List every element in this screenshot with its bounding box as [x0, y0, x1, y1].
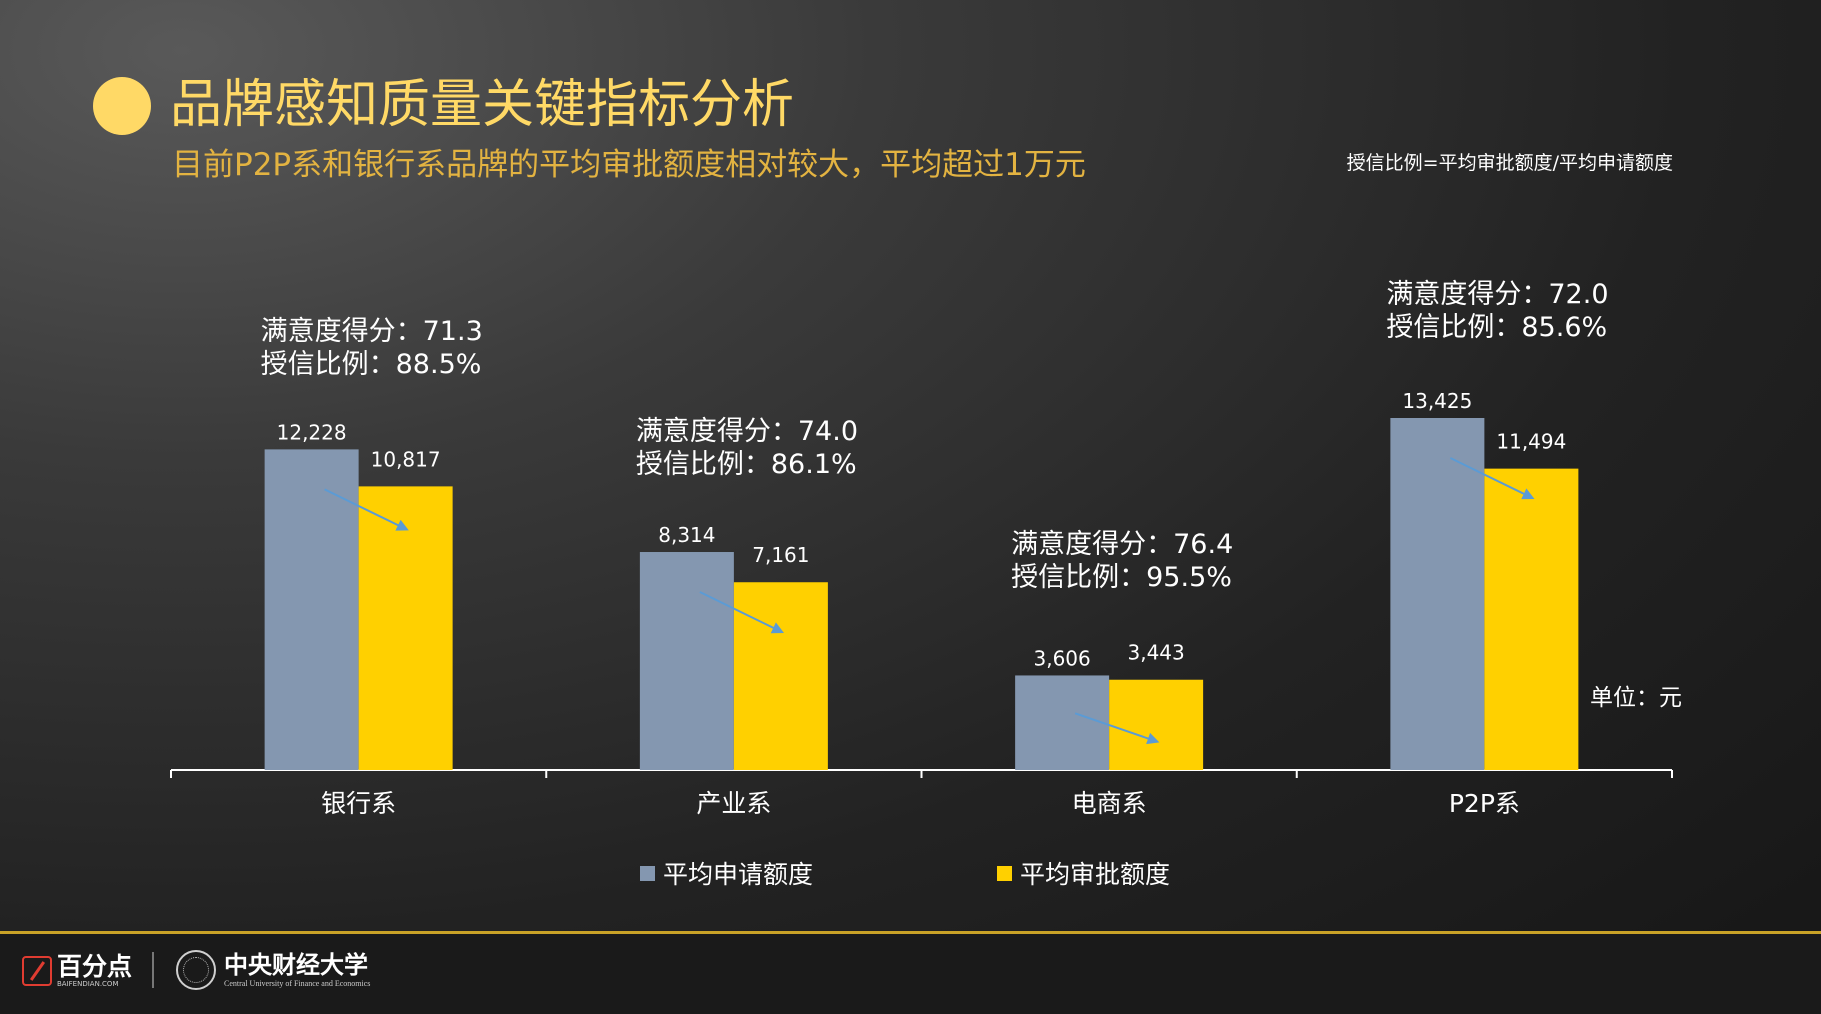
category-label-1: 产业系 — [696, 789, 771, 818]
score-annotation-1: 满意度得分：74.0 — [636, 416, 858, 447]
data-label-approve-1: 7,161 — [752, 543, 809, 567]
bar-approve-2 — [1109, 679, 1204, 770]
baifendian-logo-icon — [22, 956, 52, 986]
category-label-3: P2P系 — [1449, 789, 1520, 818]
score-annotation-3: 满意度得分：72.0 — [1386, 279, 1608, 310]
unit-label: 单位：元 — [1590, 685, 1682, 711]
score-annotation-0: 满意度得分：71.3 — [261, 316, 483, 347]
university-logo: 中央财经大学 Central University of Finance and… — [176, 950, 370, 990]
data-label-apply-1: 8,314 — [658, 523, 715, 547]
ratio-annotation-0: 授信比例：88.5% — [261, 349, 482, 380]
score-annotation-2: 满意度得分：76.4 — [1011, 529, 1233, 560]
footer-divider-line — [0, 931, 1821, 934]
footer-logo-divider — [152, 952, 154, 988]
baifendian-logo-text: 百分点 — [57, 952, 133, 981]
category-label-2: 电商系 — [1072, 789, 1147, 818]
bar-approve-0 — [358, 486, 453, 770]
bar-apply-2 — [1015, 675, 1110, 770]
trend-arrow-1 — [699, 591, 785, 634]
page-subtitle: 目前P2P系和银行系品牌的平均审批额度相对较大，平均超过1万元 — [172, 147, 1086, 183]
data-label-approve-3: 11,494 — [1496, 430, 1566, 454]
university-seal-icon — [176, 950, 216, 990]
ratio-annotation-1: 授信比例：86.1% — [636, 449, 857, 480]
legend-item-approve: 平均审批额度 — [997, 855, 1170, 891]
bar-apply-0 — [264, 449, 359, 770]
legend-item-apply: 平均申请额度 — [640, 855, 813, 891]
bar-apply-3 — [1390, 418, 1485, 770]
university-name-en: Central University of Finance and Econom… — [224, 978, 371, 988]
trend-arrow-0 — [324, 488, 409, 531]
ratio-annotation-2: 授信比例：95.5% — [1011, 562, 1232, 593]
data-label-apply-3: 13,425 — [1402, 389, 1472, 413]
legend-swatch-approve — [997, 865, 1012, 881]
legend-swatch-apply — [640, 865, 655, 881]
bar-approve-1 — [733, 582, 828, 770]
data-label-approve-0: 10,817 — [371, 447, 441, 471]
baifendian-logo: 百分点 BAIFENDIAN.COM — [22, 954, 132, 988]
page-title: 品牌感知质量关键指标分析 — [170, 75, 795, 135]
trend-arrow-2 — [1074, 712, 1160, 745]
data-label-apply-0: 12,228 — [277, 420, 347, 444]
data-label-apply-2: 3,606 — [1033, 646, 1090, 670]
category-label-0: 银行系 — [321, 789, 396, 818]
trend-arrow-3 — [1449, 457, 1535, 500]
bar-apply-1 — [639, 552, 734, 770]
legend-label-apply: 平均申请额度 — [663, 860, 814, 889]
data-label-approve-2: 3,443 — [1127, 641, 1184, 665]
university-name: 中央财经大学 — [224, 949, 368, 979]
formula-note: 授信比例=平均审批额度/平均申请额度 — [1346, 152, 1673, 174]
legend-label-approve: 平均审批额度 — [1020, 860, 1171, 889]
footer: 百分点 BAIFENDIAN.COM 中央财经大学 Central Univer… — [0, 934, 1821, 1014]
ratio-annotation-3: 授信比例：85.6% — [1386, 312, 1607, 343]
baifendian-logo-subtext: BAIFENDIAN.COM — [57, 980, 119, 988]
title-bullet-icon — [93, 77, 151, 135]
bar-approve-3 — [1484, 468, 1579, 770]
